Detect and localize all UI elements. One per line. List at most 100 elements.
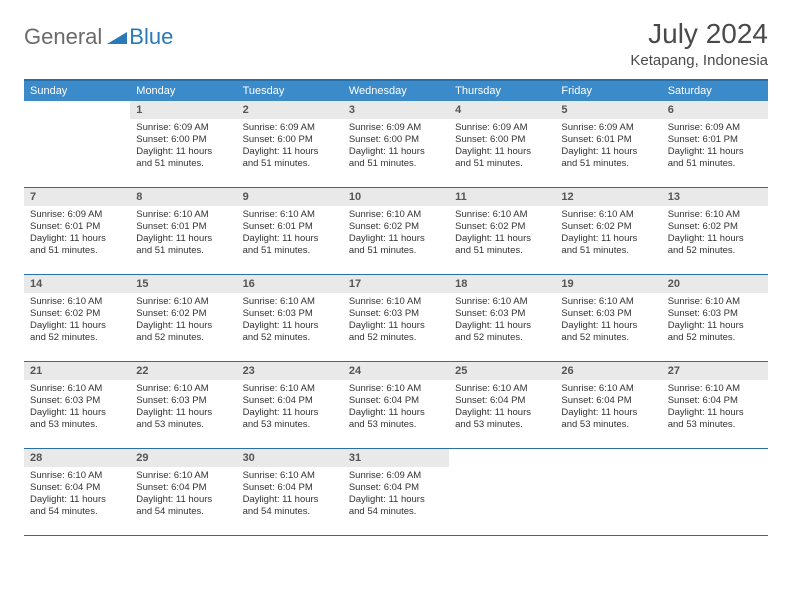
sunrise-text: Sunrise: 6:10 AM xyxy=(349,296,443,308)
day-body: Sunrise: 6:10 AMSunset: 6:03 PMDaylight:… xyxy=(130,380,236,436)
sunrise-text: Sunrise: 6:10 AM xyxy=(455,296,549,308)
day-number: 23 xyxy=(237,362,343,380)
day-number xyxy=(24,101,130,107)
day-cell: 8Sunrise: 6:10 AMSunset: 6:01 PMDaylight… xyxy=(130,188,236,274)
sunset-text: Sunset: 6:01 PM xyxy=(136,221,230,233)
day-number: 4 xyxy=(449,101,555,119)
day-cell xyxy=(555,449,661,535)
dow-wednesday: Wednesday xyxy=(343,81,449,101)
daylight-text: Daylight: 11 hours and 51 minutes. xyxy=(243,233,337,257)
sunrise-text: Sunrise: 6:10 AM xyxy=(668,296,762,308)
daylight-text: Daylight: 11 hours and 53 minutes. xyxy=(455,407,549,431)
sunset-text: Sunset: 6:01 PM xyxy=(30,221,124,233)
dow-monday: Monday xyxy=(130,81,236,101)
sunrise-text: Sunrise: 6:09 AM xyxy=(136,122,230,134)
sunset-text: Sunset: 6:04 PM xyxy=(349,482,443,494)
sunset-text: Sunset: 6:03 PM xyxy=(30,395,124,407)
day-number: 26 xyxy=(555,362,661,380)
day-body: Sunrise: 6:09 AMSunset: 6:01 PMDaylight:… xyxy=(555,119,661,175)
day-cell: 23Sunrise: 6:10 AMSunset: 6:04 PMDayligh… xyxy=(237,362,343,448)
dow-tuesday: Tuesday xyxy=(237,81,343,101)
day-body: Sunrise: 6:10 AMSunset: 6:03 PMDaylight:… xyxy=(662,293,768,349)
day-number: 22 xyxy=(130,362,236,380)
day-number: 15 xyxy=(130,275,236,293)
calendar: Sunday Monday Tuesday Wednesday Thursday… xyxy=(24,79,768,536)
day-body: Sunrise: 6:09 AMSunset: 6:00 PMDaylight:… xyxy=(449,119,555,175)
day-cell: 20Sunrise: 6:10 AMSunset: 6:03 PMDayligh… xyxy=(662,275,768,361)
day-cell: 15Sunrise: 6:10 AMSunset: 6:02 PMDayligh… xyxy=(130,275,236,361)
logo-triangle-icon xyxy=(107,24,127,50)
daylight-text: Daylight: 11 hours and 52 minutes. xyxy=(136,320,230,344)
daylight-text: Daylight: 11 hours and 53 minutes. xyxy=(136,407,230,431)
sunrise-text: Sunrise: 6:10 AM xyxy=(455,209,549,221)
sunset-text: Sunset: 6:02 PM xyxy=(561,221,655,233)
day-cell: 3Sunrise: 6:09 AMSunset: 6:00 PMDaylight… xyxy=(343,101,449,187)
sunset-text: Sunset: 6:01 PM xyxy=(668,134,762,146)
day-cell: 24Sunrise: 6:10 AMSunset: 6:04 PMDayligh… xyxy=(343,362,449,448)
week-row: 28Sunrise: 6:10 AMSunset: 6:04 PMDayligh… xyxy=(24,449,768,536)
sunrise-text: Sunrise: 6:10 AM xyxy=(30,470,124,482)
day-body: Sunrise: 6:09 AMSunset: 6:01 PMDaylight:… xyxy=(662,119,768,175)
sunset-text: Sunset: 6:02 PM xyxy=(455,221,549,233)
sunrise-text: Sunrise: 6:10 AM xyxy=(561,383,655,395)
day-cell: 18Sunrise: 6:10 AMSunset: 6:03 PMDayligh… xyxy=(449,275,555,361)
day-of-week-row: Sunday Monday Tuesday Wednesday Thursday… xyxy=(24,81,768,101)
day-number: 20 xyxy=(662,275,768,293)
day-body: Sunrise: 6:10 AMSunset: 6:02 PMDaylight:… xyxy=(343,206,449,262)
day-body: Sunrise: 6:10 AMSunset: 6:04 PMDaylight:… xyxy=(343,380,449,436)
sunrise-text: Sunrise: 6:10 AM xyxy=(561,209,655,221)
sunrise-text: Sunrise: 6:10 AM xyxy=(243,296,337,308)
day-number: 19 xyxy=(555,275,661,293)
day-number: 3 xyxy=(343,101,449,119)
daylight-text: Daylight: 11 hours and 54 minutes. xyxy=(349,494,443,518)
daylight-text: Daylight: 11 hours and 51 minutes. xyxy=(30,233,124,257)
sunrise-text: Sunrise: 6:09 AM xyxy=(455,122,549,134)
sunset-text: Sunset: 6:00 PM xyxy=(349,134,443,146)
day-cell: 31Sunrise: 6:09 AMSunset: 6:04 PMDayligh… xyxy=(343,449,449,535)
day-number xyxy=(662,449,768,455)
day-cell: 14Sunrise: 6:10 AMSunset: 6:02 PMDayligh… xyxy=(24,275,130,361)
daylight-text: Daylight: 11 hours and 51 minutes. xyxy=(455,146,549,170)
day-number: 2 xyxy=(237,101,343,119)
header: General Blue July 2024 Ketapang, Indones… xyxy=(24,18,768,69)
logo-text-general: General xyxy=(24,24,102,50)
day-body: Sunrise: 6:09 AMSunset: 6:00 PMDaylight:… xyxy=(343,119,449,175)
daylight-text: Daylight: 11 hours and 52 minutes. xyxy=(455,320,549,344)
title-block: July 2024 Ketapang, Indonesia xyxy=(630,18,768,69)
sunset-text: Sunset: 6:04 PM xyxy=(455,395,549,407)
day-number: 13 xyxy=(662,188,768,206)
weeks-container: 1Sunrise: 6:09 AMSunset: 6:00 PMDaylight… xyxy=(24,101,768,536)
sunset-text: Sunset: 6:03 PM xyxy=(668,308,762,320)
day-body: Sunrise: 6:10 AMSunset: 6:03 PMDaylight:… xyxy=(449,293,555,349)
sunset-text: Sunset: 6:00 PM xyxy=(243,134,337,146)
day-body: Sunrise: 6:10 AMSunset: 6:04 PMDaylight:… xyxy=(449,380,555,436)
week-row: 21Sunrise: 6:10 AMSunset: 6:03 PMDayligh… xyxy=(24,362,768,449)
week-row: 14Sunrise: 6:10 AMSunset: 6:02 PMDayligh… xyxy=(24,275,768,362)
day-cell: 21Sunrise: 6:10 AMSunset: 6:03 PMDayligh… xyxy=(24,362,130,448)
day-cell: 17Sunrise: 6:10 AMSunset: 6:03 PMDayligh… xyxy=(343,275,449,361)
daylight-text: Daylight: 11 hours and 52 minutes. xyxy=(561,320,655,344)
day-number: 8 xyxy=(130,188,236,206)
day-cell: 22Sunrise: 6:10 AMSunset: 6:03 PMDayligh… xyxy=(130,362,236,448)
sunrise-text: Sunrise: 6:09 AM xyxy=(349,122,443,134)
day-number xyxy=(449,449,555,455)
day-number xyxy=(555,449,661,455)
day-cell: 26Sunrise: 6:10 AMSunset: 6:04 PMDayligh… xyxy=(555,362,661,448)
week-row: 7Sunrise: 6:09 AMSunset: 6:01 PMDaylight… xyxy=(24,188,768,275)
day-body: Sunrise: 6:10 AMSunset: 6:02 PMDaylight:… xyxy=(555,206,661,262)
day-cell: 29Sunrise: 6:10 AMSunset: 6:04 PMDayligh… xyxy=(130,449,236,535)
day-body: Sunrise: 6:10 AMSunset: 6:01 PMDaylight:… xyxy=(237,206,343,262)
day-body: Sunrise: 6:10 AMSunset: 6:04 PMDaylight:… xyxy=(24,467,130,523)
sunset-text: Sunset: 6:03 PM xyxy=(136,395,230,407)
day-number: 28 xyxy=(24,449,130,467)
daylight-text: Daylight: 11 hours and 52 minutes. xyxy=(668,233,762,257)
day-cell: 5Sunrise: 6:09 AMSunset: 6:01 PMDaylight… xyxy=(555,101,661,187)
day-body: Sunrise: 6:10 AMSunset: 6:04 PMDaylight:… xyxy=(555,380,661,436)
sunrise-text: Sunrise: 6:10 AM xyxy=(349,209,443,221)
sunrise-text: Sunrise: 6:10 AM xyxy=(561,296,655,308)
day-cell: 11Sunrise: 6:10 AMSunset: 6:02 PMDayligh… xyxy=(449,188,555,274)
day-cell: 2Sunrise: 6:09 AMSunset: 6:00 PMDaylight… xyxy=(237,101,343,187)
sunrise-text: Sunrise: 6:10 AM xyxy=(243,470,337,482)
daylight-text: Daylight: 11 hours and 51 minutes. xyxy=(561,146,655,170)
sunset-text: Sunset: 6:03 PM xyxy=(455,308,549,320)
